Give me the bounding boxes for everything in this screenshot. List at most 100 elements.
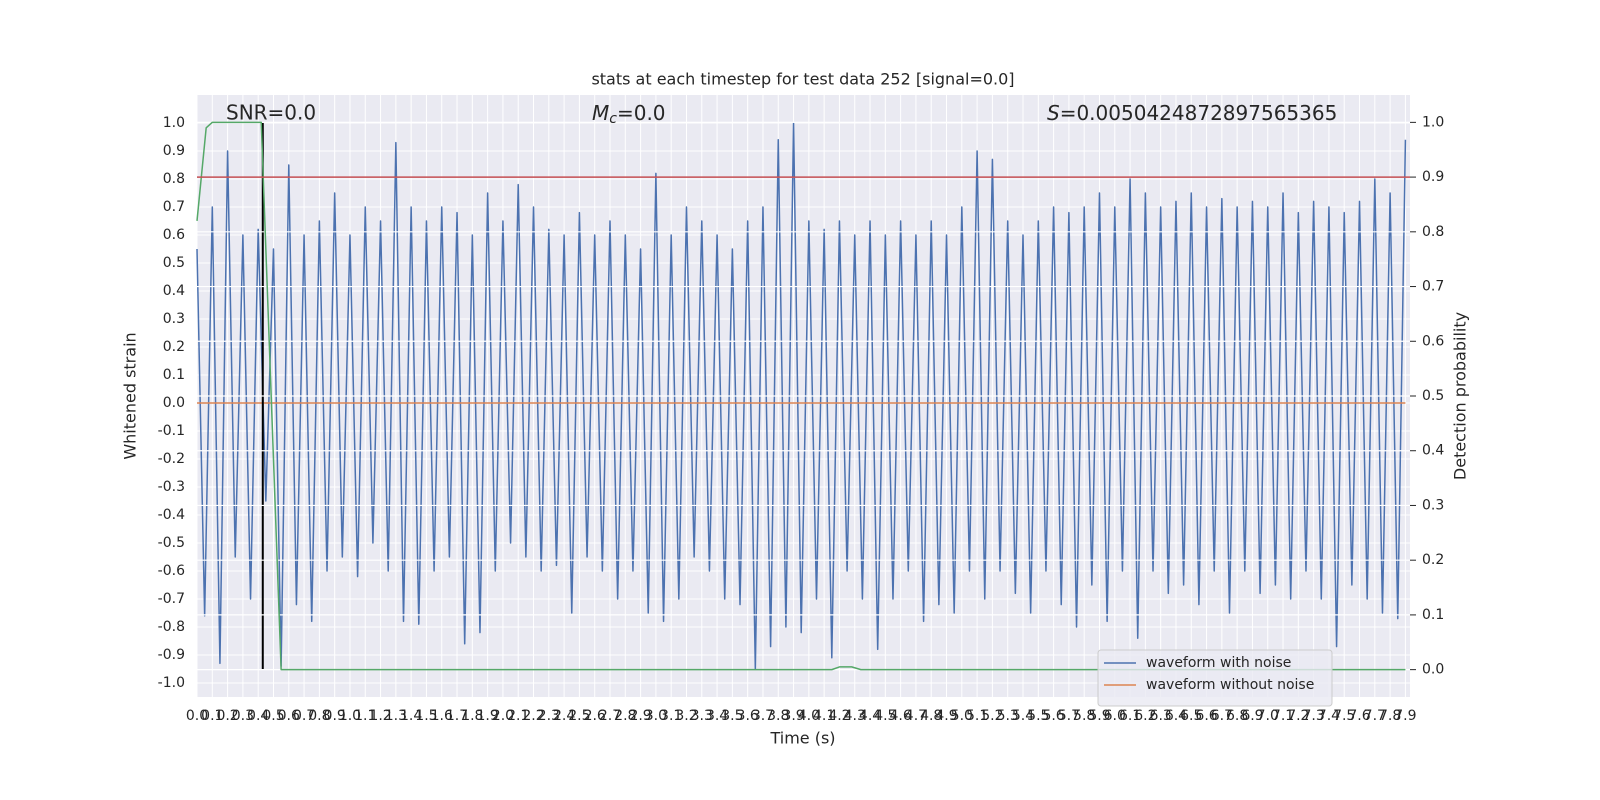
y-tick-label: -0.9 [158, 647, 185, 663]
y-tick-label: -0.6 [158, 563, 185, 579]
x-tick-label: 4.0 [798, 708, 820, 724]
annotation-symbol: M [592, 101, 609, 125]
x-tick-label: 3.3 [691, 708, 713, 724]
x-tick-label: 1.7 [446, 708, 468, 724]
y2-tick-label: 0.0 [1422, 662, 1444, 678]
x-tick-label: 5.6 [1042, 708, 1064, 724]
annotation-subscript: c [609, 111, 617, 127]
x-tick-label: 2.2 [522, 708, 544, 724]
y2-tick-label: 0.4 [1422, 443, 1444, 459]
y-tick-label: -0.3 [158, 479, 185, 495]
legend-box [1097, 649, 1333, 707]
x-tick-label: 2.1 [507, 708, 529, 724]
x-tick-label: 0.9 [324, 708, 346, 724]
x-axis-label: Time (s) [769, 729, 835, 748]
y2-tick-label: 0.5 [1422, 388, 1444, 404]
x-tick-label: 5.1 [966, 708, 988, 724]
y-tick-label: 0.3 [163, 311, 185, 327]
x-tick-label: 0.7 [293, 708, 315, 724]
y-tick-label: 1.0 [163, 115, 185, 131]
x-tick-label: 7.3 [1303, 708, 1325, 724]
x-tick-label: 4.1 [813, 708, 835, 724]
y-tick-label: 0.5 [163, 255, 185, 271]
x-tick-label: 4.8 [920, 708, 942, 724]
y2-tick-label: 0.8 [1422, 224, 1444, 240]
y-tick-label: 0.8 [163, 171, 185, 187]
x-tick-label: 3.7 [752, 708, 774, 724]
y2-tick-label: 0.9 [1422, 169, 1444, 185]
x-tick-label: 7.9 [1394, 708, 1416, 724]
y-tick-label: 0.9 [163, 143, 185, 159]
x-tick-label: 0.0 [186, 708, 208, 724]
annotation: Mc=0.0 [592, 101, 666, 128]
x-tick-label: 4.2 [828, 708, 850, 724]
x-tick-label: 7.0 [1257, 708, 1279, 724]
x-tick-label: 7.6 [1348, 708, 1370, 724]
legend-label: waveform with noise [1146, 655, 1291, 671]
x-tick-label: 6.6 [1195, 708, 1217, 724]
y2-tick-label: 0.3 [1422, 497, 1444, 513]
x-tick-label: 1.2 [369, 708, 391, 724]
x-tick-label: 2.0 [492, 708, 514, 724]
x-tick-label: 3.8 [767, 708, 789, 724]
y-tick-label: -0.8 [158, 619, 185, 635]
x-tick-label: 5.7 [1058, 708, 1080, 724]
y-tick-label: -0.5 [158, 535, 185, 551]
x-tick-label: 5.4 [1012, 708, 1034, 724]
annotation: SNR=0.0 [226, 101, 316, 125]
x-tick-label: 4.5 [874, 708, 896, 724]
y2-axis-label: Detection probability [1451, 312, 1470, 480]
y-tick-label: -1.0 [158, 675, 185, 691]
x-tick-label: 0.5 [262, 708, 284, 724]
x-tick-label: 0.6 [278, 708, 300, 724]
x-tick-label: 4.3 [844, 708, 866, 724]
y-tick-label: 0.7 [163, 199, 185, 215]
y2-tick-label: 0.6 [1422, 333, 1444, 349]
y-tick-label: 0.6 [163, 227, 185, 243]
y-tick-label: 0.0 [163, 395, 185, 411]
x-tick-label: 0.2 [216, 708, 238, 724]
x-tick-label: 6.2 [1134, 708, 1156, 724]
x-tick-label: 1.5 [415, 708, 437, 724]
y2-tick-label: 1.0 [1422, 114, 1444, 130]
x-tick-label: 6.1 [1119, 708, 1141, 724]
annotation: S=0.0050424872897565365 [1047, 101, 1337, 125]
y2-tick-label: 0.2 [1422, 552, 1444, 568]
x-tick-label: 3.5 [721, 708, 743, 724]
y2-tick-label: 0.1 [1422, 607, 1444, 623]
annotation-text: =0.0 [617, 101, 666, 125]
x-tick-label: 6.5 [1180, 708, 1202, 724]
x-tick-label: 0.1 [201, 708, 223, 724]
x-tick-label: 2.7 [599, 708, 621, 724]
x-tick-label: 2.3 [538, 708, 560, 724]
y-axis-label: Whitened strain [121, 332, 140, 459]
x-tick-label: 1.8 [461, 708, 483, 724]
x-tick-label: 2.8 [614, 708, 636, 724]
x-tick-label: 2.4 [553, 708, 575, 724]
x-tick-label: 5.0 [951, 708, 973, 724]
x-tick-label: 3.2 [675, 708, 697, 724]
y-tick-label: -0.2 [158, 451, 185, 467]
legend-label: waveform without noise [1146, 677, 1314, 693]
x-tick-label: 5.8 [1073, 708, 1095, 724]
x-tick-label: 1.3 [385, 708, 407, 724]
series-line [196, 121, 1406, 671]
x-tick-label: 4.6 [889, 708, 911, 724]
x-tick-label: 4.7 [905, 708, 927, 724]
y-tick-label: -0.7 [158, 591, 185, 607]
x-tick-label: 6.3 [1150, 708, 1172, 724]
y-tick-label: 0.1 [163, 367, 185, 383]
y-tick-label: -0.4 [158, 507, 185, 523]
x-tick-label: 4.9 [935, 708, 957, 724]
x-tick-label: 6.4 [1165, 708, 1187, 724]
x-tick-label: 6.8 [1226, 708, 1248, 724]
x-tick-label: 7.5 [1333, 708, 1355, 724]
x-tick-label: 5.9 [1088, 708, 1110, 724]
x-tick-label: 5.5 [1027, 708, 1049, 724]
x-tick-label: 1.4 [400, 708, 422, 724]
x-tick-label: 2.9 [629, 708, 651, 724]
x-tick-label: 7.8 [1379, 708, 1401, 724]
annotation-text: =0.0050424872897565365 [1060, 101, 1338, 125]
x-tick-label: 3.4 [706, 708, 728, 724]
